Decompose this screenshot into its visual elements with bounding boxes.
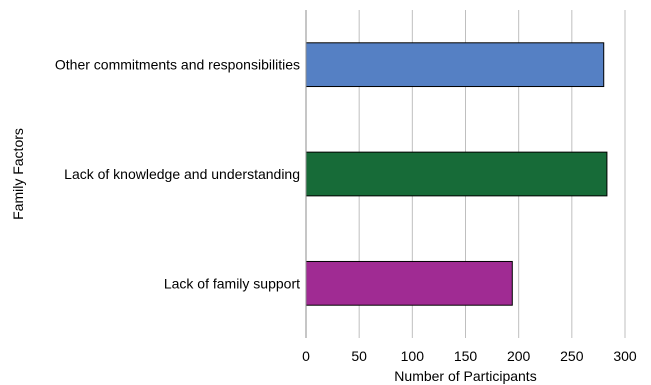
x-tick-label: 50 <box>351 348 367 364</box>
x-tick-label: 100 <box>401 348 425 364</box>
category-labels: Other commitments and responsibilities La… <box>55 57 300 292</box>
bars <box>305 42 608 306</box>
x-tick-labels: 0 50 100 150 200 250 300 <box>302 348 637 364</box>
x-tick-label: 200 <box>507 348 531 364</box>
bar-0 <box>305 42 605 88</box>
category-label: Other commitments and responsibilities <box>55 57 300 73</box>
category-label: Lack of family support <box>164 275 300 291</box>
y-axis-title: Family Factors <box>10 128 26 220</box>
x-axis-title: Number of Participants <box>394 368 536 384</box>
category-label: Lack of knowledge and understanding <box>64 166 300 182</box>
x-tick-label: 0 <box>302 348 310 364</box>
x-tick-label: 250 <box>560 348 584 364</box>
bar-2 <box>305 260 513 306</box>
bar-1 <box>305 151 608 197</box>
x-tick-label: 150 <box>454 348 478 364</box>
x-tick-label: 300 <box>613 348 637 364</box>
